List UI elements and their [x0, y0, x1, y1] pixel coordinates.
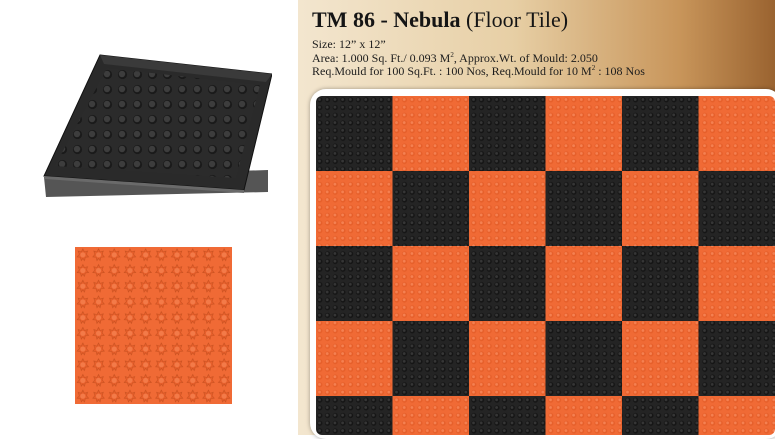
black-floor-tile	[699, 171, 775, 246]
black-floor-tile	[546, 171, 623, 246]
orange-floor-tile	[699, 246, 775, 321]
product-category: (Floor Tile)	[466, 7, 568, 32]
orange-floor-tile	[316, 171, 393, 246]
orange-floor-tile	[469, 321, 546, 396]
orange-floor-tile	[622, 171, 699, 246]
mould-image	[40, 52, 272, 197]
black-floor-tile	[316, 96, 393, 171]
orange-floor-tile	[622, 321, 699, 396]
product-images-panel	[0, 0, 298, 435]
orange-floor-tile	[393, 96, 470, 171]
spec-requirement: Req.Mould for 100 Sq.Ft. : 100 Nos, Req.…	[312, 65, 645, 79]
black-floor-tile	[469, 96, 546, 171]
spec-area: Area: 1.000 Sq. Ft./ 0.093 M2, Approx.Wt…	[312, 52, 645, 66]
orange-floor-tile	[393, 246, 470, 321]
floor-preview-image	[316, 96, 775, 435]
black-floor-tile	[393, 171, 470, 246]
black-floor-tile	[393, 321, 470, 396]
orange-floor-tile	[546, 96, 623, 171]
product-model: TM 86 - Nebula	[312, 7, 461, 32]
black-floor-tile	[622, 96, 699, 171]
orange-floor-tile	[699, 396, 775, 435]
product-title: TM 86 - Nebula (Floor Tile)	[312, 7, 568, 33]
spec-size: Size: 12” x 12”	[312, 38, 645, 52]
black-floor-tile	[546, 321, 623, 396]
black-floor-tile	[699, 321, 775, 396]
product-specs: Size: 12” x 12” Area: 1.000 Sq. Ft./ 0.0…	[312, 38, 645, 79]
orange-floor-tile	[469, 171, 546, 246]
black-floor-tile	[622, 246, 699, 321]
orange-floor-tile	[316, 321, 393, 396]
black-floor-tile	[469, 396, 546, 435]
black-floor-tile	[622, 396, 699, 435]
black-floor-tile	[316, 396, 393, 435]
orange-floor-tile	[546, 396, 623, 435]
tile-image	[75, 247, 232, 404]
orange-floor-tile	[699, 96, 775, 171]
orange-floor-tile	[546, 246, 623, 321]
orange-floor-tile	[393, 396, 470, 435]
black-floor-tile	[469, 246, 546, 321]
black-floor-tile	[316, 246, 393, 321]
